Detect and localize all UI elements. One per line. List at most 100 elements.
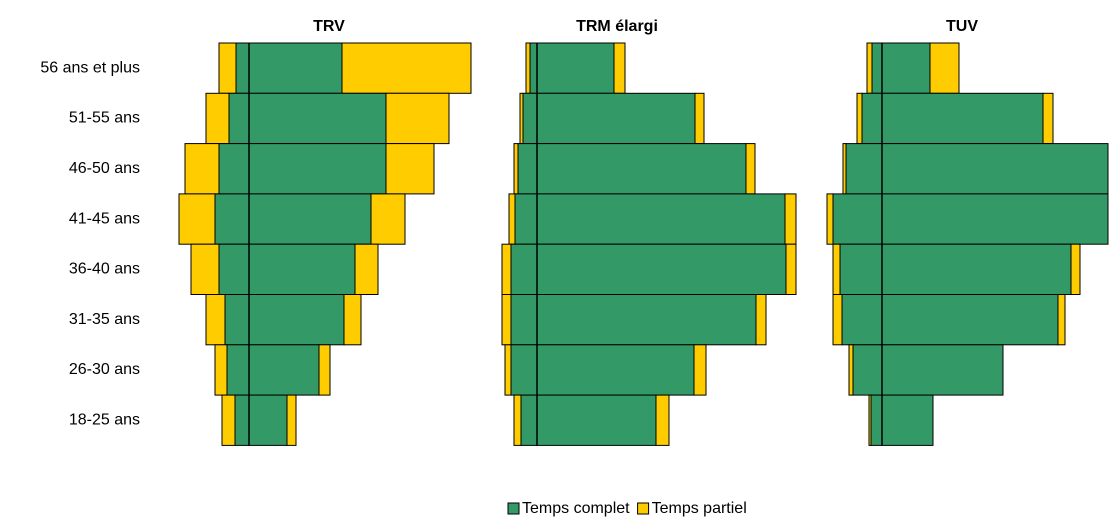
bar bbox=[510, 294, 538, 346]
bar bbox=[832, 294, 843, 346]
bar bbox=[693, 344, 707, 396]
bar bbox=[513, 394, 522, 446]
bar bbox=[248, 92, 387, 145]
bar bbox=[536, 92, 696, 145]
bar bbox=[755, 294, 767, 346]
bar bbox=[613, 42, 626, 94]
category-label: 46-50 ans bbox=[69, 160, 140, 177]
bar bbox=[881, 193, 1109, 245]
bar bbox=[214, 344, 228, 396]
bar bbox=[536, 143, 747, 195]
bar bbox=[1042, 92, 1054, 145]
legend-label: Temps complet bbox=[522, 500, 630, 517]
bar bbox=[525, 42, 531, 94]
category-label: 41-45 ans bbox=[69, 210, 140, 227]
bar bbox=[536, 344, 695, 396]
bar bbox=[881, 394, 934, 446]
bar bbox=[826, 193, 834, 245]
bar bbox=[178, 193, 216, 245]
bar bbox=[694, 92, 705, 145]
bar bbox=[839, 243, 883, 295]
bar bbox=[832, 243, 841, 295]
bar bbox=[508, 193, 516, 245]
bar bbox=[354, 243, 379, 295]
legend-label: Temps partiel bbox=[652, 500, 747, 517]
bar bbox=[224, 294, 250, 346]
bar bbox=[848, 344, 854, 396]
bar bbox=[248, 143, 387, 195]
bar bbox=[1057, 294, 1066, 346]
bar bbox=[655, 394, 670, 446]
bar bbox=[536, 193, 786, 245]
bar bbox=[536, 42, 615, 94]
panel-title: TUV bbox=[946, 18, 978, 35]
category-label: 36-40 ans bbox=[69, 261, 140, 278]
bar bbox=[520, 394, 538, 446]
bar bbox=[881, 294, 1059, 346]
bar bbox=[871, 42, 883, 94]
legend-swatch bbox=[507, 502, 520, 515]
category-label: 51-55 ans bbox=[69, 110, 140, 127]
bar bbox=[845, 143, 883, 195]
bar bbox=[343, 294, 362, 346]
bar bbox=[235, 42, 250, 94]
bar bbox=[214, 193, 250, 245]
bar bbox=[286, 394, 297, 446]
bar bbox=[529, 42, 538, 94]
bar bbox=[221, 394, 236, 446]
bar bbox=[536, 243, 787, 295]
bar bbox=[184, 143, 220, 195]
bar bbox=[501, 294, 512, 346]
bar bbox=[881, 344, 1004, 396]
bar bbox=[929, 42, 960, 94]
bar bbox=[385, 143, 435, 195]
bar bbox=[861, 92, 883, 145]
bar bbox=[881, 243, 1072, 295]
bar bbox=[517, 143, 538, 195]
bar bbox=[832, 193, 883, 245]
bar bbox=[784, 193, 797, 245]
bar bbox=[856, 92, 863, 145]
bar bbox=[205, 294, 226, 346]
bar bbox=[370, 193, 406, 245]
bar bbox=[852, 344, 883, 396]
bar bbox=[218, 143, 250, 195]
bar bbox=[190, 243, 220, 295]
bar bbox=[234, 394, 250, 446]
category-label: 26-30 ans bbox=[69, 361, 140, 378]
bar bbox=[318, 344, 331, 396]
bar bbox=[881, 92, 1044, 145]
bar bbox=[205, 92, 230, 145]
bar bbox=[1070, 243, 1081, 295]
bar bbox=[341, 42, 472, 94]
bar bbox=[536, 294, 757, 346]
category-label: 18-25 ans bbox=[69, 411, 140, 428]
bar bbox=[248, 243, 356, 295]
category-label: 56 ans et plus bbox=[40, 59, 140, 76]
bar bbox=[870, 394, 883, 446]
bar bbox=[536, 394, 657, 446]
bar bbox=[514, 193, 538, 245]
bar bbox=[501, 243, 512, 295]
bar bbox=[510, 243, 538, 295]
bar bbox=[218, 42, 237, 94]
panel-title: TRM élargi bbox=[576, 18, 658, 35]
bar bbox=[248, 344, 320, 396]
bar bbox=[218, 243, 250, 295]
bar bbox=[513, 143, 519, 195]
bar bbox=[385, 92, 450, 145]
bar bbox=[785, 243, 797, 295]
bar bbox=[226, 344, 250, 396]
legend-swatch bbox=[637, 502, 650, 515]
bar bbox=[248, 394, 288, 446]
category-label: 31-35 ans bbox=[69, 311, 140, 328]
bar bbox=[228, 92, 250, 145]
bar bbox=[881, 143, 1109, 195]
bar bbox=[248, 193, 372, 245]
bar bbox=[745, 143, 756, 195]
bar bbox=[841, 294, 883, 346]
bar bbox=[248, 42, 343, 94]
bar bbox=[248, 294, 345, 346]
